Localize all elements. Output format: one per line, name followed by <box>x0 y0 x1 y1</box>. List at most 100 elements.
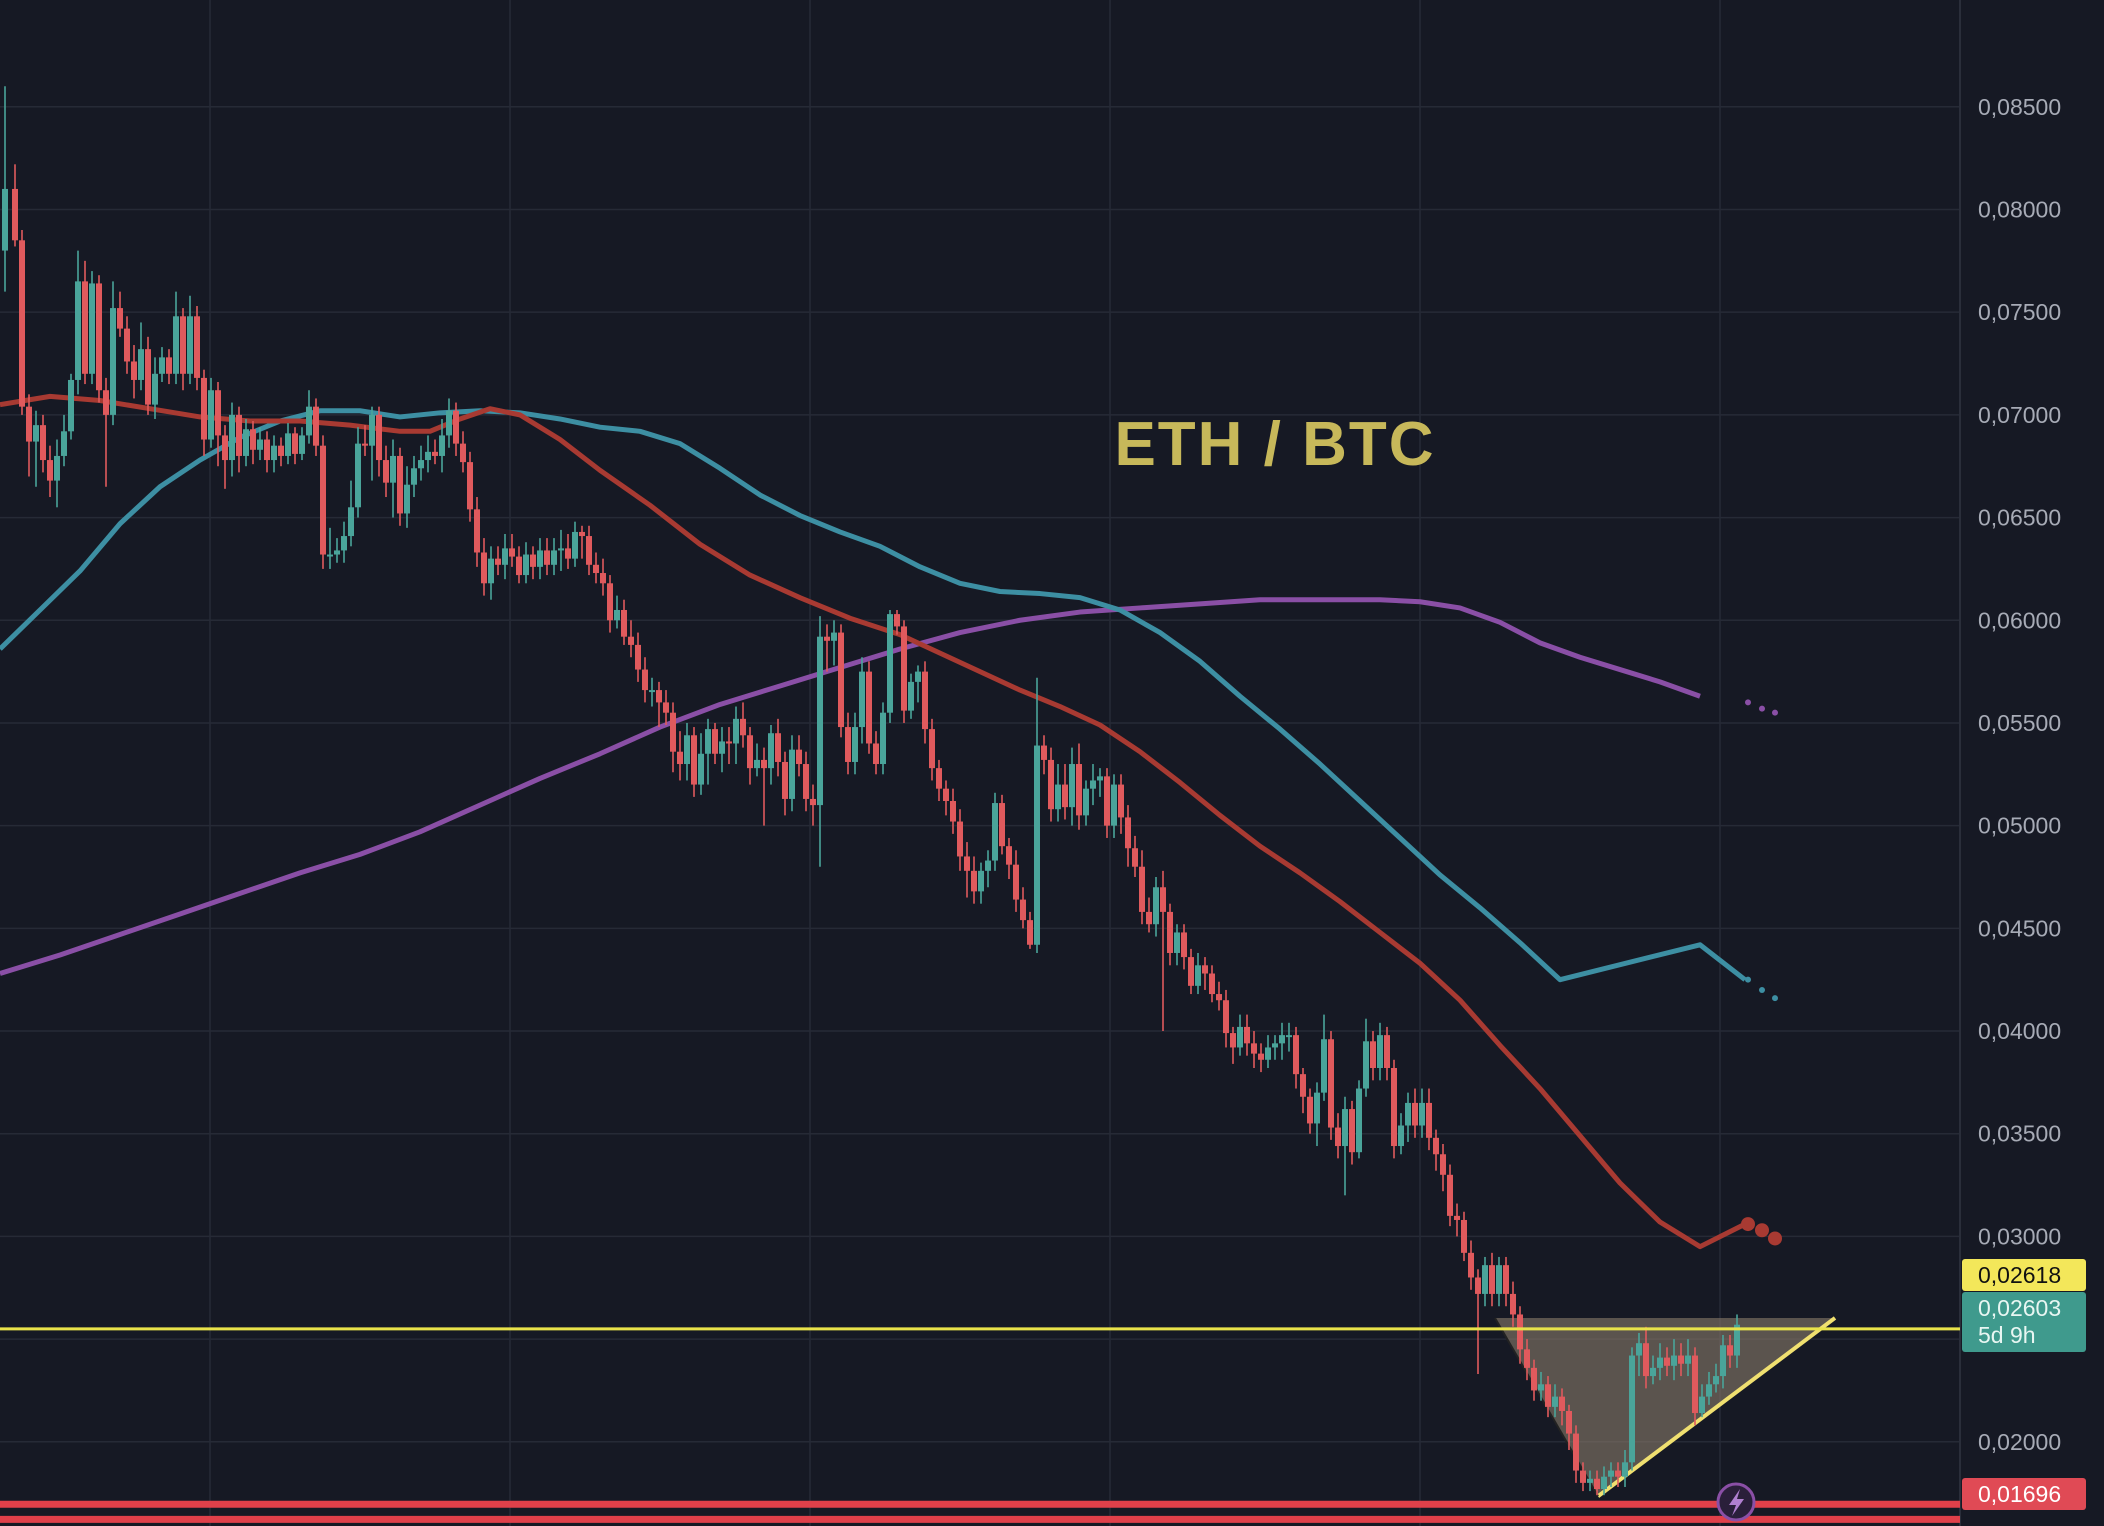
candle <box>341 521 347 563</box>
candle-body <box>852 727 858 762</box>
triangle-fill <box>1495 1317 1835 1497</box>
candle-body <box>551 550 557 565</box>
triangle-left-edge <box>1494 1317 1599 1497</box>
candle-body <box>1391 1067 1397 1147</box>
candle-body <box>145 349 151 405</box>
candle-body <box>985 860 991 871</box>
candle-body <box>579 531 585 537</box>
candle-body <box>1118 784 1124 818</box>
candle-body <box>1188 957 1194 986</box>
candle-body <box>404 484 410 514</box>
candle <box>1636 1332 1642 1377</box>
candle <box>1083 780 1089 826</box>
candle-body <box>1314 1092 1320 1124</box>
triangle-rising-edge[interactable] <box>1596 1316 1837 1498</box>
candle-body <box>747 735 753 769</box>
lightning-alert-icon[interactable] <box>1716 1482 1756 1522</box>
candle <box>68 373 74 440</box>
candle <box>509 533 515 567</box>
candle-body <box>817 636 823 806</box>
candle <box>936 759 942 801</box>
price-tag-background <box>1962 1292 2086 1352</box>
candle-body <box>712 729 718 754</box>
candle <box>40 414 46 473</box>
candle <box>523 542 529 584</box>
candle <box>1475 1269 1481 1375</box>
candle <box>1447 1164 1453 1227</box>
candle-body <box>523 554 529 576</box>
y-tick-label: 0,04000 <box>1978 1018 2061 1044</box>
candle <box>1405 1092 1411 1142</box>
price-axis[interactable]: 0,08500 0,08000 0,07500 0,07000 0,06500 0,060… <box>1978 94 2061 1455</box>
candle-body <box>481 552 487 584</box>
y-tick-label: 0,07500 <box>1978 299 2061 325</box>
candle-body <box>908 681 914 711</box>
candle-body <box>236 414 242 456</box>
candle <box>397 447 403 526</box>
candle <box>411 455 417 498</box>
candle <box>1307 1088 1313 1134</box>
y-tick-label: 0,06000 <box>1978 607 2061 633</box>
candle <box>474 497 480 567</box>
candle <box>1377 1022 1383 1081</box>
candle <box>1013 850 1019 912</box>
candle <box>299 427 305 461</box>
candle-body <box>789 749 795 799</box>
candle <box>61 414 67 467</box>
candle <box>1489 1252 1495 1307</box>
candle <box>1188 948 1194 995</box>
candle <box>187 295 193 385</box>
candle <box>1328 1031 1334 1140</box>
candle <box>1643 1326 1649 1389</box>
candle <box>166 349 172 385</box>
candle-body <box>1405 1102 1411 1126</box>
price-tag[interactable]: 0,01696 <box>1962 1478 2086 1510</box>
candle <box>600 558 606 596</box>
candle <box>264 431 270 473</box>
price-tag-label: 0,02618 <box>1978 1262 2061 1288</box>
candle <box>950 788 956 834</box>
candle-body <box>173 316 179 374</box>
candle-body <box>1419 1102 1425 1126</box>
candle <box>964 842 970 898</box>
candle-body <box>1433 1137 1439 1155</box>
candle <box>929 718 935 781</box>
candle <box>544 538 550 576</box>
candle-body <box>439 435 445 456</box>
candle <box>1650 1355 1656 1385</box>
candle-body <box>530 554 536 567</box>
price-tag[interactable]: 0,02618 <box>1962 1259 2086 1291</box>
ma-teal-dot <box>1745 976 1751 983</box>
candle <box>880 702 886 775</box>
candle <box>446 398 452 448</box>
candle-body <box>19 240 25 407</box>
candle <box>943 780 949 816</box>
candle <box>1230 1026 1236 1064</box>
candle-body <box>1293 1035 1299 1075</box>
candle <box>271 435 277 473</box>
candle <box>1461 1211 1467 1262</box>
candle <box>19 230 25 415</box>
candle-body <box>1223 1000 1229 1034</box>
candle <box>607 575 613 633</box>
candle-body <box>1181 932 1187 958</box>
candle <box>999 794 1005 855</box>
candle <box>481 538 487 596</box>
candle <box>810 784 816 826</box>
candle <box>1692 1347 1698 1426</box>
candle <box>1370 1031 1376 1081</box>
candle-body <box>1153 887 1159 925</box>
candle-body <box>285 433 291 456</box>
candle-body <box>1552 1396 1558 1407</box>
candle-body <box>425 451 431 461</box>
candle-body <box>187 316 193 374</box>
y-tick-label: 0,06500 <box>1978 505 2061 531</box>
candle <box>558 529 564 571</box>
candle <box>593 552 599 584</box>
candle <box>1678 1343 1684 1377</box>
candle-body <box>1216 994 1222 1001</box>
candle-body <box>383 460 389 483</box>
candle <box>1363 1018 1369 1097</box>
